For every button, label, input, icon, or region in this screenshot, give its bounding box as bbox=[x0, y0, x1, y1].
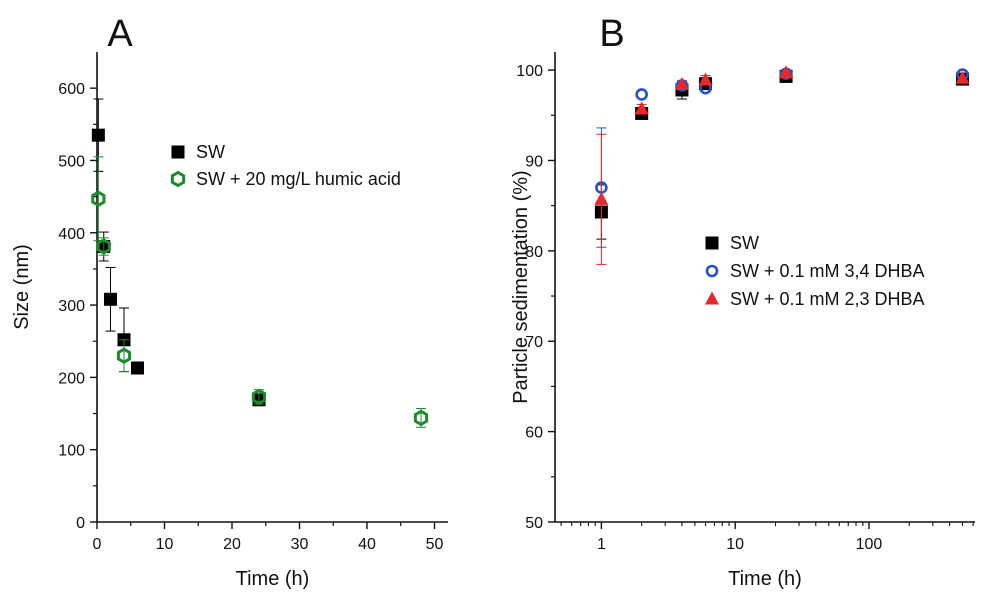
y-tick-label: 400 bbox=[58, 226, 85, 243]
legend: SW SW + 20 mg/L humic acid bbox=[170, 142, 401, 189]
data-point bbox=[635, 88, 648, 101]
legend: SW SW + 0.1 mM 3,4 DHBA SW + 0.1 mM 2,3 DH… bbox=[705, 233, 925, 309]
legend-marker bbox=[705, 236, 719, 250]
y-tick-label: 60 bbox=[525, 425, 543, 442]
x-tick-label: 30 bbox=[291, 536, 309, 553]
y-tick-label: 70 bbox=[525, 334, 543, 351]
data-point bbox=[116, 347, 132, 364]
x-tick-label: 40 bbox=[358, 536, 376, 553]
x-tick-label: 10 bbox=[156, 536, 174, 553]
y-axis-title: Size (nm) bbox=[11, 244, 33, 330]
x-tick-label: 50 bbox=[426, 536, 444, 553]
data-point bbox=[594, 191, 609, 205]
data-point bbox=[955, 70, 970, 84]
legend-label: SW + 0.1 mM 2,3 DHBA bbox=[730, 289, 925, 309]
x-axis-title: Time (h) bbox=[728, 568, 802, 590]
legend-label: SW bbox=[730, 233, 759, 253]
y-tick-label: 200 bbox=[58, 370, 85, 387]
data-point bbox=[91, 128, 105, 142]
legend-label: SW + 0.1 mM 3,4 DHBA bbox=[730, 261, 925, 281]
legend-marker bbox=[170, 170, 186, 188]
series-0 bbox=[594, 69, 970, 240]
panel-a: 0 100 200 300 400 500 600 0 10 20 30 40 50 Time (h) Si… bbox=[11, 13, 448, 590]
legend-marker bbox=[705, 264, 719, 278]
data-point bbox=[779, 65, 794, 79]
y-tick-label: 80 bbox=[525, 244, 543, 261]
series-1 bbox=[91, 156, 429, 428]
x-tick-label: 1 bbox=[597, 536, 606, 553]
x-tick-label: 10 bbox=[726, 536, 744, 553]
x-tick-label: 20 bbox=[223, 536, 241, 553]
data-point bbox=[91, 190, 106, 208]
data-point bbox=[698, 72, 713, 86]
y-tick-label: 90 bbox=[525, 153, 543, 170]
data-point bbox=[674, 77, 689, 91]
series-1 bbox=[595, 67, 969, 248]
data-point bbox=[104, 292, 117, 306]
y-axis-title: Particle sedimentation (%) bbox=[510, 170, 532, 403]
data-point bbox=[131, 361, 144, 375]
data-point bbox=[96, 238, 111, 255]
legend-marker bbox=[705, 291, 719, 305]
data-point bbox=[413, 409, 429, 427]
x-tick-label: 100 bbox=[856, 536, 883, 553]
x-axis-title: Time (h) bbox=[236, 568, 310, 590]
y-tick-label: 500 bbox=[58, 153, 85, 170]
data-point bbox=[634, 101, 649, 115]
legend-marker bbox=[171, 145, 185, 159]
panel-label: A bbox=[107, 13, 133, 55]
y-tick-label: 600 bbox=[58, 81, 85, 98]
y-tick-label: 100 bbox=[58, 443, 85, 460]
y-tick-label: 50 bbox=[525, 515, 543, 532]
legend-label: SW + 20 mg/L humic acid bbox=[196, 169, 401, 189]
legend-label: SW bbox=[196, 142, 225, 162]
data-point bbox=[251, 388, 267, 406]
series-2 bbox=[594, 65, 970, 265]
y-tick-label: 100 bbox=[516, 63, 543, 80]
y-tick-label: 300 bbox=[58, 298, 85, 315]
y-tick-label: 0 bbox=[76, 515, 85, 532]
panel-label: B bbox=[599, 13, 624, 55]
x-tick-label: 0 bbox=[93, 536, 102, 553]
